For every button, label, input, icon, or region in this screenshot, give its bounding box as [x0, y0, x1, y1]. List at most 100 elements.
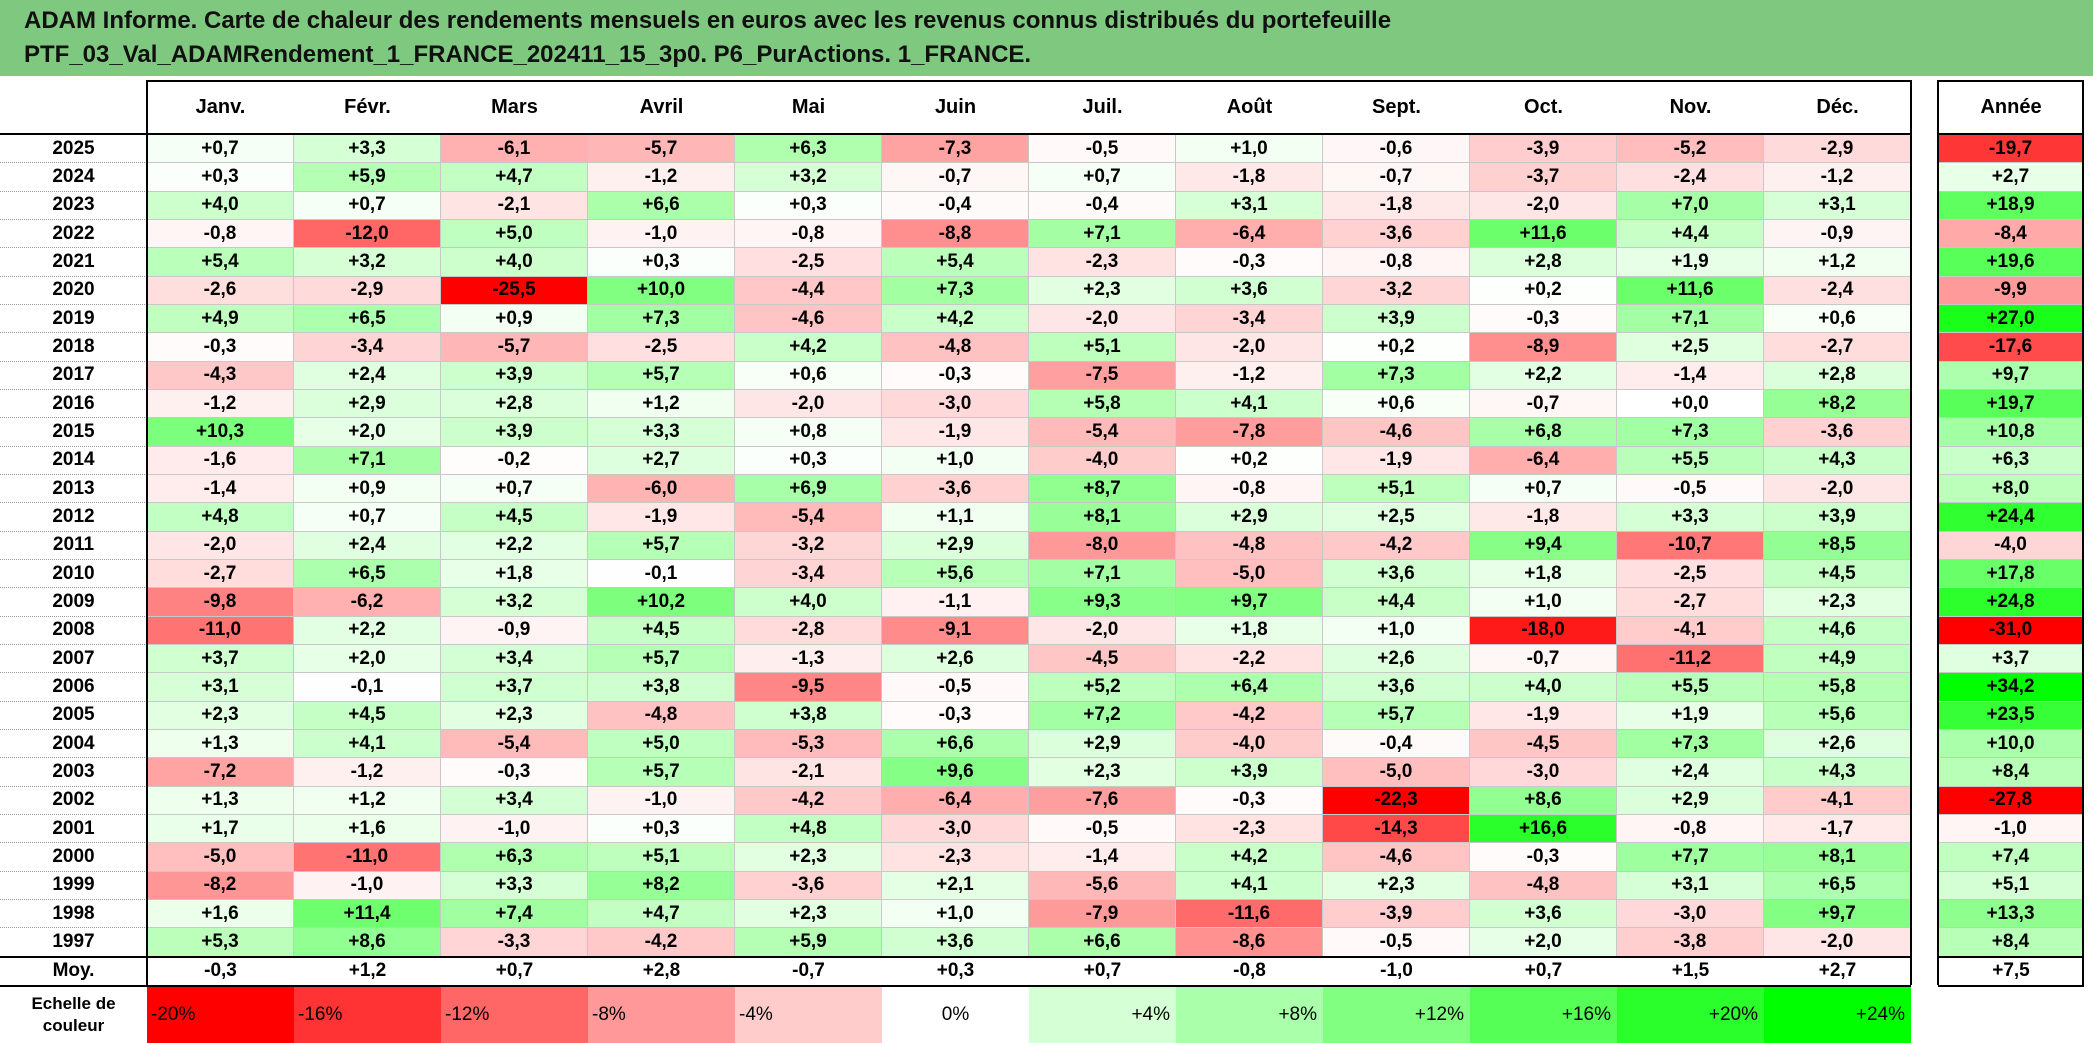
heatmap-cell: +5,1 [1029, 333, 1176, 362]
average-cell: +0,7 [495, 959, 534, 981]
heatmap-cell: -9,8 [147, 588, 294, 617]
heatmap-cell: -0,5 [1323, 928, 1470, 957]
heatmap-cell: -0,5 [1029, 814, 1176, 844]
annual-cell: -31,0 [1938, 616, 2084, 645]
grid-rule-horizontal [0, 955, 1911, 958]
heatmap-cell: -0,3 [147, 333, 294, 362]
heatmap-cell: +2,9 [1617, 786, 1764, 815]
heatmap-cell: +2,7 [588, 446, 735, 475]
heatmap-cell: +0,6 [735, 361, 882, 390]
average-cell: -0,7 [792, 959, 825, 981]
heatmap-cell: +4,5 [1764, 559, 1911, 589]
heatmap-cell: -4,8 [588, 701, 735, 730]
annual-cell: -4,0 [1938, 531, 2084, 560]
year-label: 2014 [0, 447, 147, 475]
heatmap-cell: -1,2 [147, 389, 294, 419]
heatmap-cell: +3,9 [441, 418, 588, 447]
heatmap-cell: +3,4 [441, 786, 588, 815]
heatmap-cell: -7,2 [147, 758, 294, 787]
year-label: 2025 [0, 135, 147, 164]
heatmap-cell: -4,0 [1029, 446, 1176, 475]
grid-rule-vertical [146, 80, 148, 985]
color-scale-swatch: 0% [882, 986, 1029, 1043]
year-label: 1997 [0, 928, 147, 957]
annual-cell: +10,8 [1938, 418, 2084, 447]
heatmap-cell: -0,7 [1470, 389, 1617, 419]
heatmap-cell: -0,7 [1323, 163, 1470, 192]
heatmap-cell: +3,3 [294, 135, 441, 164]
heatmap-cell: +1,7 [147, 814, 294, 844]
heatmap-cell: +0,7 [1470, 474, 1617, 504]
heatmap-cell: -0,7 [1470, 644, 1617, 674]
grid-rule-horizontal [1938, 955, 2084, 958]
color-scale-swatch: +24% [1764, 986, 1911, 1043]
heatmap-cell: -25,5 [441, 276, 588, 305]
year-label: 2023 [0, 192, 147, 220]
heatmap-cell: +3,2 [441, 588, 588, 617]
heatmap-cell: -2,5 [588, 333, 735, 362]
heatmap-cell: -1,0 [588, 786, 735, 815]
annual-cell: +2,7 [1938, 163, 2084, 192]
heatmap-cell: -5,4 [1029, 418, 1176, 447]
heatmap-cell: -6,4 [1470, 446, 1617, 475]
heatmap-cell: -9,1 [882, 616, 1029, 645]
heatmap-cell: +11,6 [1470, 219, 1617, 249]
annual-cell: +8,0 [1938, 474, 2084, 504]
heatmap-cell: -4,8 [1470, 871, 1617, 900]
annual-cell: +17,8 [1938, 559, 2084, 589]
heatmap-cell: +4,5 [588, 616, 735, 645]
heatmap-cell: +0,2 [1323, 333, 1470, 362]
heatmap-cell: -0,3 [1470, 304, 1617, 334]
annual-cell: +24,4 [1938, 503, 2084, 532]
heatmap-cell: -2,0 [1470, 191, 1617, 220]
heatmap-cell: +2,5 [1617, 333, 1764, 362]
heatmap-cell: -0,8 [1617, 814, 1764, 844]
heatmap-cell: -3,0 [882, 389, 1029, 419]
annual-cell: +7,4 [1938, 843, 2084, 872]
heatmap-cell: -2,5 [735, 248, 882, 277]
heatmap-cell: -2,0 [1029, 616, 1176, 645]
heatmap-cell: +9,3 [1029, 588, 1176, 617]
heatmap-cell: -4,2 [1176, 701, 1323, 730]
average-cell: +0,7 [1524, 959, 1563, 981]
year-label: 1998 [0, 900, 147, 929]
heatmap-cell: +3,6 [1470, 899, 1617, 929]
heatmap-cell: -1,9 [882, 418, 1029, 447]
heatmap-cell: -4,0 [1176, 729, 1323, 759]
heatmap-cell: +1,1 [882, 503, 1029, 532]
heatmap-cell: -0,5 [1617, 474, 1764, 504]
heatmap-cell: +7,2 [1029, 701, 1176, 730]
annual-cell: +19,7 [1938, 389, 2084, 419]
heatmap-cell: +3,1 [147, 673, 294, 702]
heatmap-cell: +1,0 [1470, 588, 1617, 617]
heatmap-cell: +8,6 [1470, 786, 1617, 815]
heatmap-cell: -2,9 [1764, 135, 1911, 164]
heatmap-cell: +10,2 [588, 588, 735, 617]
heatmap-cell: +7,3 [588, 304, 735, 334]
average-cell: -0,3 [204, 959, 237, 981]
heatmap-cell: -0,3 [1176, 248, 1323, 277]
annual-cell: -19,7 [1938, 135, 2084, 164]
heatmap-cell: -12,0 [294, 219, 441, 249]
color-scale-swatch: -20% [147, 986, 294, 1043]
heatmap-cell: +0,3 [147, 163, 294, 192]
report-title-line-2: PTF_03_Val_ADAMRendement_1_FRANCE_202411… [24, 41, 1032, 68]
heatmap-cell: +0,2 [1176, 446, 1323, 475]
heatmap-cell: -4,5 [1029, 644, 1176, 674]
heatmap-cell: +3,6 [1323, 673, 1470, 702]
heatmap-cell: +1,6 [147, 899, 294, 929]
heatmap-cell: -0,7 [882, 163, 1029, 192]
annual-cell: -27,8 [1938, 786, 2084, 815]
year-label: 2001 [0, 815, 147, 844]
heatmap-cell: +10,3 [147, 418, 294, 447]
month-header: Juin [882, 80, 1029, 134]
heatmap-cell: +8,1 [1029, 503, 1176, 532]
heatmap-cell: -0,1 [294, 673, 441, 702]
year-label: 1999 [0, 872, 147, 900]
heatmap-cell: -8,8 [882, 219, 1029, 249]
heatmap-cell: -2,0 [1176, 333, 1323, 362]
heatmap-cell: -0,4 [1323, 729, 1470, 759]
heatmap-cell: +3,7 [441, 673, 588, 702]
heatmap-cell: +4,3 [1764, 446, 1911, 475]
year-label: 2006 [0, 673, 147, 702]
